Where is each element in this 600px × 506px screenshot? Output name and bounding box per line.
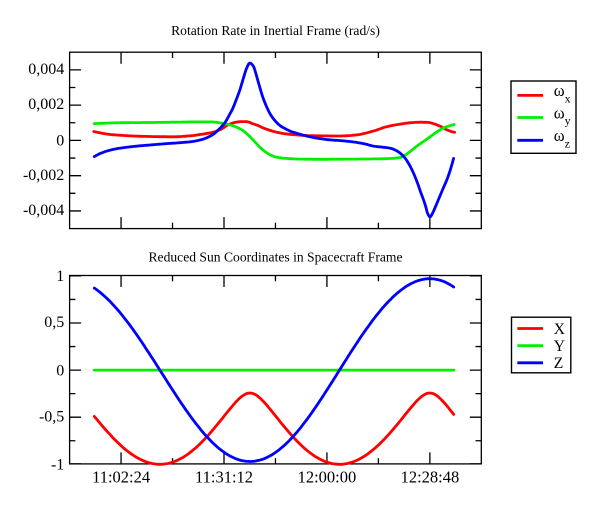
svg-text:-0,004: -0,004 xyxy=(23,202,64,219)
svg-text:Z: Z xyxy=(554,355,564,372)
svg-text:-0,002: -0,002 xyxy=(23,167,64,184)
svg-text:Y: Y xyxy=(554,338,565,355)
svg-text:0,5: 0,5 xyxy=(44,314,64,331)
svg-text:12:00:00: 12:00:00 xyxy=(298,467,357,486)
svg-text:X: X xyxy=(554,321,565,338)
svg-text:Rotation Rate in Inertial Fram: Rotation Rate in Inertial Frame (rad/s) xyxy=(171,23,380,39)
svg-text:1: 1 xyxy=(56,268,64,285)
svg-text:0,004: 0,004 xyxy=(28,61,64,78)
svg-text:12:28:48: 12:28:48 xyxy=(401,467,460,486)
svg-text:0: 0 xyxy=(56,133,64,150)
svg-text:-0,5: -0,5 xyxy=(39,408,64,425)
svg-text:11:02:24: 11:02:24 xyxy=(92,467,150,486)
svg-text:-1: -1 xyxy=(51,457,64,474)
svg-text:11:31:12: 11:31:12 xyxy=(195,467,253,486)
svg-text:0: 0 xyxy=(56,362,64,379)
svg-text:Reduced Sun Coordinates in Spa: Reduced Sun Coordinates in Spacecraft Fr… xyxy=(148,250,402,265)
svg-text:0,002: 0,002 xyxy=(28,96,64,113)
